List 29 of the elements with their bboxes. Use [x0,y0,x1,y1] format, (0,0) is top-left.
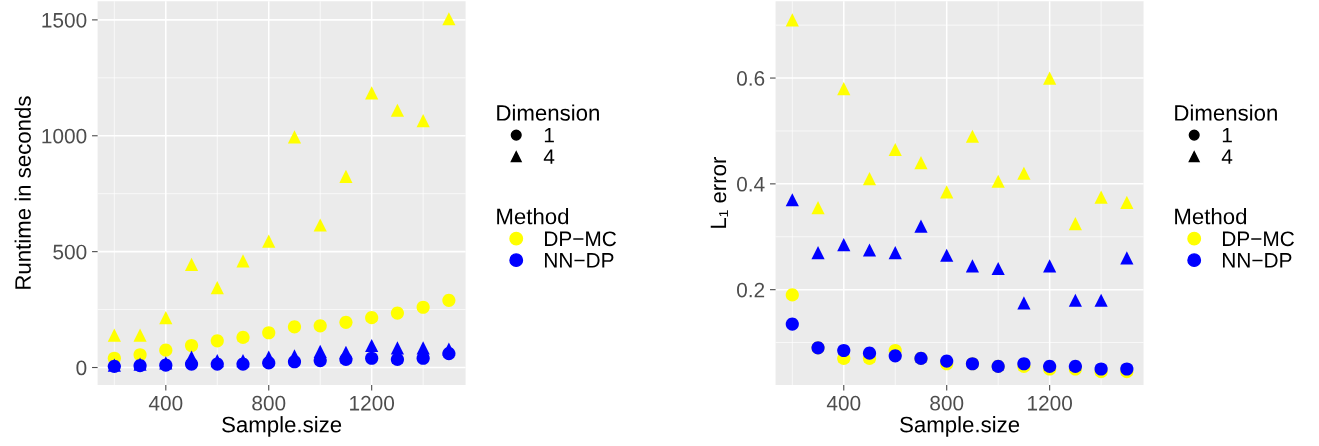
legend-title: Method [1175,208,1247,225]
legend-label: DP−MC [545,231,617,247]
text: 4 [1221,149,1233,164]
text: 1 [544,128,554,143]
y-tick-label: 0.6 [737,71,765,86]
x-tick-label: 1200 [1028,395,1072,411]
legend-title: Method [497,208,569,225]
y-tick-label: 0.2 [737,282,765,298]
text: Dimension [1175,104,1277,121]
text: 4 [543,149,555,164]
y-axis-title: L₁ error [710,157,728,228]
x-tick-label: 800 [930,395,964,411]
legend-label: DP−MC [1222,231,1294,247]
y-tick-label: 1500 [42,12,87,28]
x-axis-title: Sample.size [900,416,1020,437]
x-tick-label: 400 [148,395,183,411]
text: 1 [1222,128,1232,143]
x-tick-label: 400 [826,395,861,411]
y-tick-label: 0.4 [737,176,765,192]
y-tick-label: 1000 [42,128,87,144]
legend-label: NN−DP [1222,253,1292,268]
y-axis-title: Runtime in seconds [14,96,31,289]
x-axis-title: Sample.size [222,416,342,437]
x-tick-label: 1200 [350,395,395,411]
x-tick-label: 800 [252,395,286,411]
y-tick-label: 500 [53,244,87,260]
y-tick-label: 0 [76,360,87,376]
text: Dimension [497,104,599,121]
legend-label: NN−DP [545,253,614,268]
